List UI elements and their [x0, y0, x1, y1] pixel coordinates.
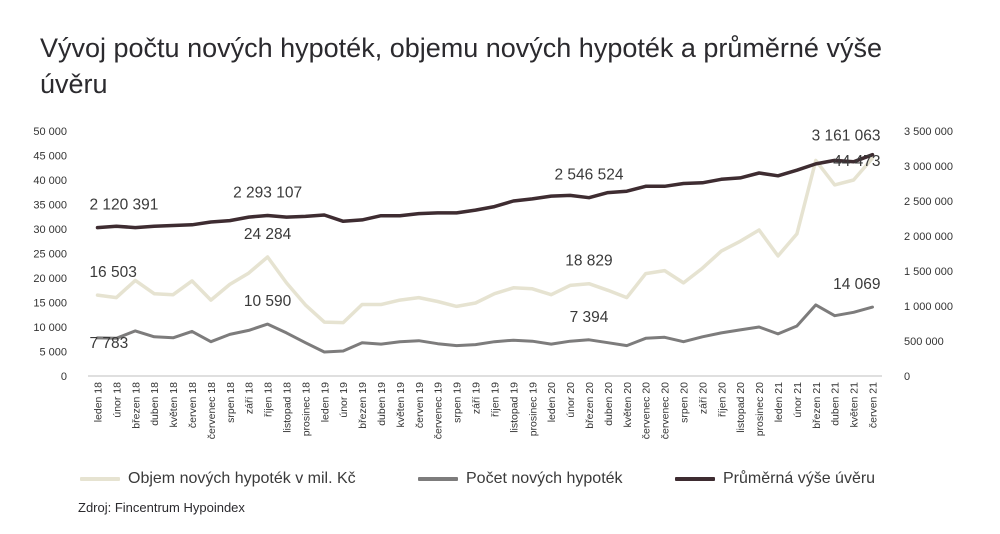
x-axis-tick-label: září 18 — [244, 382, 256, 414]
x-axis-tick-label: srpen 19 — [452, 382, 464, 423]
legend-swatch-pocet — [418, 477, 458, 481]
x-axis-tick-label: duben 20 — [603, 382, 615, 426]
x-axis-tick-label: říjen 19 — [489, 382, 501, 417]
x-axis-tick-label: únor 21 — [792, 382, 804, 418]
left-axis-tick-label: 10 000 — [33, 322, 67, 334]
x-axis-tick-label: květen 19 — [395, 382, 407, 428]
left-axis-tick-label: 45 000 — [33, 151, 67, 163]
series-lines — [95, 152, 875, 354]
right-axis-tick-label: 2 500 000 — [904, 196, 953, 208]
right-axis-tick-label: 500 000 — [904, 336, 944, 348]
x-axis-tick-label: březen 21 — [811, 382, 823, 429]
legend-swatch-prumerna — [675, 477, 715, 481]
legend-label-objem: Objem nových hypoték v mil. Kč — [128, 470, 356, 487]
legend-item-prumerna: Průměrná výše úvěru — [675, 470, 875, 488]
x-axis-tick-label: leden 19 — [319, 382, 331, 422]
data-label: 7 783 — [89, 335, 128, 352]
x-axis-tick-label: duben 21 — [830, 382, 842, 426]
right-axis-tick-label: 3 500 000 — [904, 126, 953, 138]
source-note: Zdroj: Fincentrum Hypoindex — [78, 500, 245, 515]
data-labels: 16 503 24 284 18 829 44 473 7 783 10 590 7 394… — [89, 128, 880, 352]
left-axis-tick-label: 20 000 — [33, 273, 67, 285]
series-line-2 — [95, 152, 875, 230]
legend-label-prumerna: Průměrná výše úvěru — [723, 470, 876, 487]
x-axis-tick-label: listopad 18 — [282, 382, 294, 433]
x-axis-tick-label: říjen 18 — [263, 382, 275, 417]
legend-item-objem: Objem nových hypoték v mil. Kč — [80, 470, 356, 488]
x-axis-tick-label: březen 19 — [357, 382, 369, 429]
x-axis-tick-label: únor 20 — [565, 382, 577, 418]
x-axis-tick-label: září 20 — [697, 382, 709, 414]
left-axis-tick-label: 15 000 — [33, 298, 67, 310]
x-axis-tick-label: leden 18 — [92, 382, 104, 422]
data-label: 14 069 — [833, 276, 880, 293]
x-axis-tick-label: srpen 20 — [679, 382, 691, 423]
x-axis-tick-label: leden 21 — [773, 382, 785, 422]
right-axis-tick-label: 1 000 000 — [904, 301, 953, 313]
x-axis-tick-label: září 19 — [471, 382, 483, 414]
x-axis-tick-label: říjen 20 — [716, 382, 728, 417]
x-axis-tick-label: květen 18 — [168, 382, 180, 428]
x-axis-tick-label: srpen 18 — [225, 382, 237, 423]
data-label: 3 161 063 — [812, 128, 881, 145]
axes: 0 5 000 10 000 15 000 20 000 25 000 30 000 35 0… — [33, 126, 953, 439]
series-line-0 — [95, 156, 875, 325]
x-axis-tick-label: prosinec 18 — [300, 382, 312, 436]
data-label: 2 546 524 — [554, 167, 623, 184]
x-axis-tick-label: květen 21 — [849, 382, 861, 428]
right-axis-tick-label: 3 000 000 — [904, 161, 953, 173]
x-axis-tick-label: prosinec 19 — [527, 382, 539, 436]
x-axis-tick-label: červenec 20 — [641, 382, 653, 439]
data-label: 2 120 391 — [89, 197, 158, 214]
data-label: 24 284 — [244, 226, 292, 243]
data-label: 10 590 — [244, 293, 292, 310]
x-axis-tick-label: leden 20 — [546, 382, 558, 422]
x-axis-tick-label: červenec 20 — [660, 382, 672, 439]
x-axis-tick-label: červen 18 — [187, 382, 199, 428]
left-axis-tick-label: 0 — [61, 371, 67, 383]
data-label: 2 293 107 — [233, 184, 302, 201]
right-axis-tick-label: 2 000 000 — [904, 231, 953, 243]
x-axis-tick-label: listopad 19 — [508, 382, 520, 433]
series-line-1 — [96, 303, 874, 354]
legend-item-pocet: Počet nových hypoték — [418, 470, 623, 488]
data-label: 16 503 — [89, 264, 136, 281]
x-axis-tick-label: prosinec 20 — [754, 382, 766, 436]
x-axis-tick-label: únor 19 — [338, 382, 350, 418]
data-label: 18 829 — [565, 253, 612, 270]
x-axis-tick-label: březen 20 — [584, 382, 596, 429]
x-axis-tick-label: květen 20 — [622, 382, 634, 428]
left-axis-tick-label: 5 000 — [39, 347, 67, 359]
x-axis-tick-label: duben 18 — [149, 382, 161, 426]
right-axis-tick-label: 0 — [904, 371, 910, 383]
legend-label-pocet: Počet nových hypoték — [466, 470, 623, 487]
legend: Objem nových hypoték v mil. Kč Počet nov… — [0, 470, 1000, 492]
chart-title: Vývoj počtu nových hypoték, objemu novýc… — [40, 33, 882, 99]
x-axis-tick-label: březen 18 — [130, 382, 142, 429]
x-axis-tick-label: listopad 20 — [735, 382, 747, 433]
left-axis-tick-label: 40 000 — [33, 175, 67, 187]
x-axis-tick-label: únor 18 — [111, 382, 123, 418]
x-axis-tick-label: duben 19 — [376, 382, 388, 426]
x-axis-tick-label: červenec 19 — [433, 382, 445, 439]
data-label: 7 394 — [570, 309, 609, 326]
data-label: 44 473 — [833, 153, 880, 170]
legend-swatch-objem — [80, 477, 120, 481]
left-axis-tick-label: 25 000 — [33, 249, 67, 261]
left-axis-tick-label: 30 000 — [33, 224, 67, 236]
x-axis-tick-label: červen 19 — [414, 382, 426, 428]
left-axis-tick-label: 50 000 — [33, 126, 67, 138]
right-axis-tick-label: 1 500 000 — [904, 266, 953, 278]
x-axis-tick-label: červenec 18 — [206, 382, 218, 439]
x-axis-tick-label: červen 21 — [868, 382, 880, 428]
left-axis-tick-label: 35 000 — [33, 200, 67, 212]
